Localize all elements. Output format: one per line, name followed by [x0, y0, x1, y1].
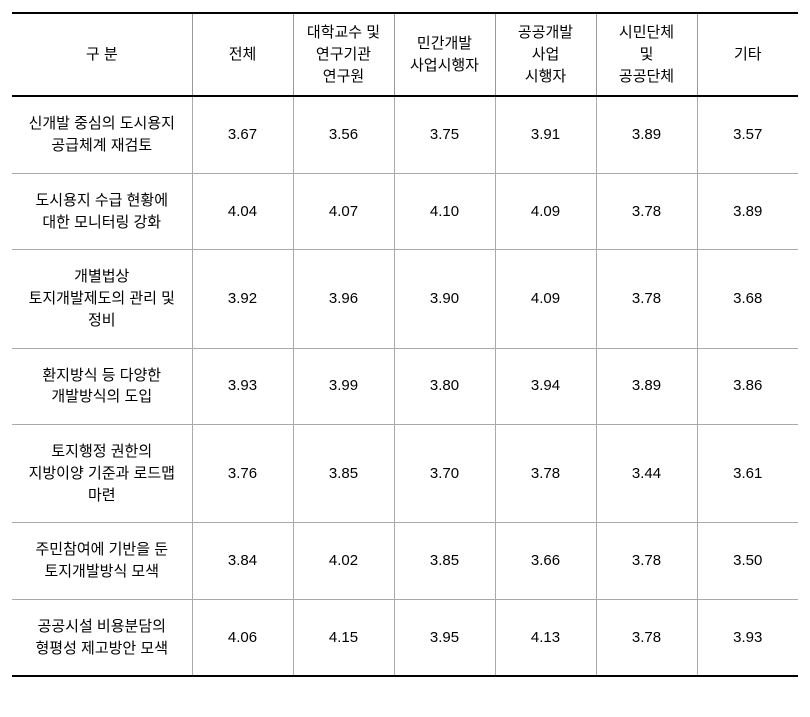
table-body: 신개발 중심의 도시용지공급체계 재검토3.673.563.753.913.89… — [12, 96, 798, 676]
cell-value: 3.91 — [495, 96, 596, 173]
table-row: 환지방식 등 다양한개발방식의 도입3.933.993.803.943.893.… — [12, 348, 798, 425]
row-label: 공공시설 비용분담의형평성 제고방안 모색 — [12, 599, 192, 676]
table-row: 토지행정 권한의지방이양 기준과 로드맵마련3.763.853.703.783.… — [12, 425, 798, 523]
cell-value: 3.85 — [293, 425, 394, 523]
cell-value: 4.04 — [192, 173, 293, 250]
cell-value: 3.90 — [394, 250, 495, 348]
cell-value: 3.84 — [192, 523, 293, 600]
cell-value: 3.61 — [697, 425, 798, 523]
col-header: 민간개발사업시행자 — [394, 13, 495, 96]
data-table: 구 분 전체 대학교수 및연구기관연구원 민간개발사업시행자 공공개발사업시행자… — [12, 12, 798, 677]
cell-value: 3.93 — [192, 348, 293, 425]
cell-value: 4.10 — [394, 173, 495, 250]
cell-value: 3.78 — [596, 523, 697, 600]
row-label: 토지행정 권한의지방이양 기준과 로드맵마련 — [12, 425, 192, 523]
cell-value: 3.78 — [596, 250, 697, 348]
cell-value: 4.09 — [495, 250, 596, 348]
cell-value: 3.68 — [697, 250, 798, 348]
cell-value: 3.96 — [293, 250, 394, 348]
cell-value: 3.85 — [394, 523, 495, 600]
table-row: 주민참여에 기반을 둔토지개발방식 모색3.844.023.853.663.78… — [12, 523, 798, 600]
cell-value: 3.75 — [394, 96, 495, 173]
col-header: 전체 — [192, 13, 293, 96]
cell-value: 3.78 — [495, 425, 596, 523]
table-row: 신개발 중심의 도시용지공급체계 재검토3.673.563.753.913.89… — [12, 96, 798, 173]
cell-value: 3.86 — [697, 348, 798, 425]
row-label: 신개발 중심의 도시용지공급체계 재검토 — [12, 96, 192, 173]
cell-value: 3.66 — [495, 523, 596, 600]
col-header: 공공개발사업시행자 — [495, 13, 596, 96]
cell-value: 3.95 — [394, 599, 495, 676]
row-label: 주민참여에 기반을 둔토지개발방식 모색 — [12, 523, 192, 600]
cell-value: 3.70 — [394, 425, 495, 523]
row-label: 도시용지 수급 현황에대한 모니터링 강화 — [12, 173, 192, 250]
cell-value: 3.78 — [596, 173, 697, 250]
cell-value: 3.93 — [697, 599, 798, 676]
col-header: 기타 — [697, 13, 798, 96]
col-header: 시민단체및공공단체 — [596, 13, 697, 96]
cell-value: 3.94 — [495, 348, 596, 425]
cell-value: 3.80 — [394, 348, 495, 425]
cell-value: 3.89 — [596, 96, 697, 173]
cell-value: 3.57 — [697, 96, 798, 173]
cell-value: 3.89 — [596, 348, 697, 425]
cell-value: 3.92 — [192, 250, 293, 348]
table-header: 구 분 전체 대학교수 및연구기관연구원 민간개발사업시행자 공공개발사업시행자… — [12, 13, 798, 96]
cell-value: 3.78 — [596, 599, 697, 676]
cell-value: 3.89 — [697, 173, 798, 250]
cell-value: 4.13 — [495, 599, 596, 676]
row-label: 환지방식 등 다양한개발방식의 도입 — [12, 348, 192, 425]
table-row: 개별법상토지개발제도의 관리 및정비3.923.963.904.093.783.… — [12, 250, 798, 348]
cell-value: 4.06 — [192, 599, 293, 676]
col-header: 구 분 — [12, 13, 192, 96]
cell-value: 4.02 — [293, 523, 394, 600]
cell-value: 4.15 — [293, 599, 394, 676]
cell-value: 3.76 — [192, 425, 293, 523]
cell-value: 3.50 — [697, 523, 798, 600]
cell-value: 4.09 — [495, 173, 596, 250]
cell-value: 3.67 — [192, 96, 293, 173]
row-label: 개별법상토지개발제도의 관리 및정비 — [12, 250, 192, 348]
cell-value: 3.44 — [596, 425, 697, 523]
cell-value: 4.07 — [293, 173, 394, 250]
col-header: 대학교수 및연구기관연구원 — [293, 13, 394, 96]
table-row: 도시용지 수급 현황에대한 모니터링 강화4.044.074.104.093.7… — [12, 173, 798, 250]
cell-value: 3.99 — [293, 348, 394, 425]
cell-value: 3.56 — [293, 96, 394, 173]
table-row: 공공시설 비용분담의형평성 제고방안 모색4.064.153.954.133.7… — [12, 599, 798, 676]
